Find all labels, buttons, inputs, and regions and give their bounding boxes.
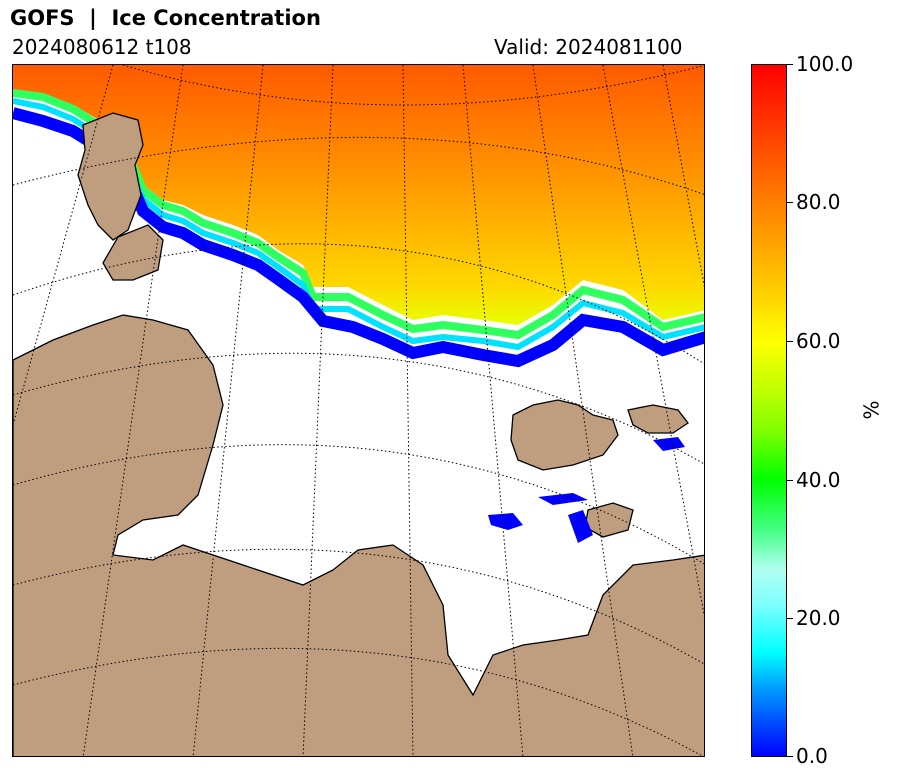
graticule [13, 65, 704, 756]
ice-patches [488, 437, 685, 543]
archipelago-west [77, 112, 144, 241]
mainland [13, 314, 704, 756]
colorbar-tick-label: 80.0 [796, 190, 841, 214]
ice-field [13, 65, 704, 325]
colorbar-tick-label: 40.0 [796, 468, 841, 492]
colorbar [751, 64, 787, 757]
map-svg [13, 65, 704, 756]
colorbar-tick [787, 480, 793, 481]
colorbar-tick-label: 60.0 [796, 329, 841, 353]
land [13, 112, 704, 756]
chart-title: GOFS | Ice Concentration [10, 6, 321, 30]
colorbar-tick [787, 756, 793, 757]
run-label: 2024080612 t108 [12, 35, 192, 59]
island-east-3 [584, 502, 634, 538]
colorbar-tick-label: 20.0 [796, 606, 841, 630]
island-east-1 [510, 399, 619, 471]
colorbar-tick [787, 64, 793, 65]
colorbar-tick [787, 202, 793, 203]
colorbar-tick [787, 341, 793, 342]
colorbar-tick-label: 0.0 [796, 744, 828, 768]
map-panel[interactable] [12, 64, 705, 757]
island-east-2 [627, 404, 689, 434]
colorbar-label: % [859, 400, 884, 420]
valid-time-label: Valid: 2024081100 [494, 35, 683, 59]
colorbar-tick-label: 100.0 [796, 52, 854, 76]
colorbar-tick [787, 618, 793, 619]
island-northwest [102, 224, 164, 281]
